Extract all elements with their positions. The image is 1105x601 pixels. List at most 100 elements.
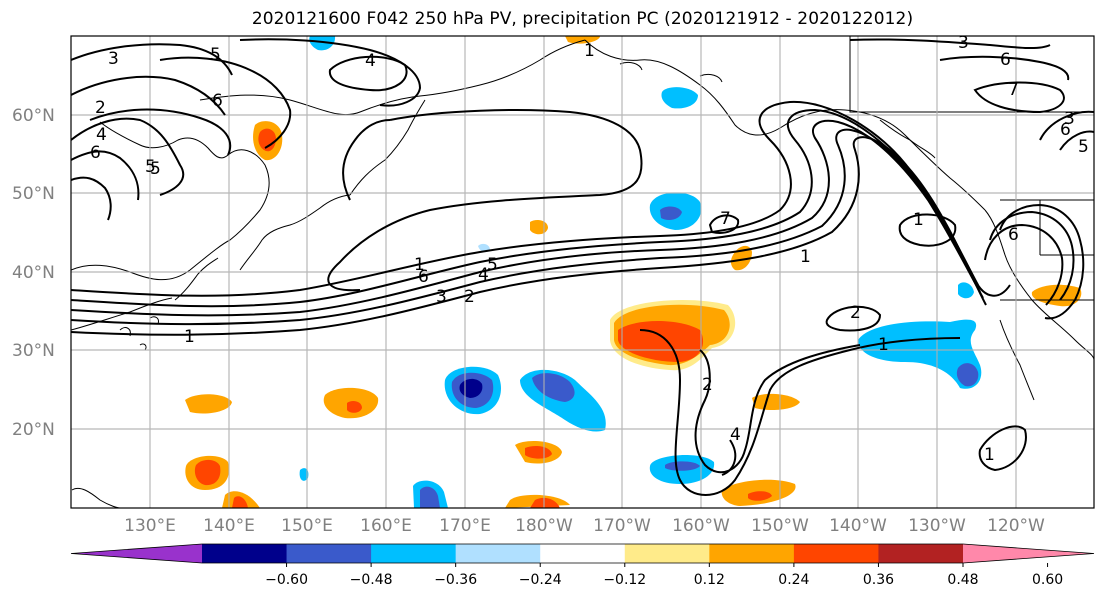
contour-label: 3 (436, 287, 447, 307)
lat-label: 50°N (12, 184, 55, 204)
border-line (849, 36, 1094, 113)
contour-label: 5 (145, 157, 156, 177)
coastline-baja (999, 319, 1035, 401)
pv-contour (159, 56, 292, 149)
pv-contour (327, 109, 643, 292)
colorbar-segment (793, 544, 879, 563)
lon-label: 130°W (908, 516, 966, 536)
pv-contour (89, 108, 232, 156)
colorbar-tick-label: 0.48 (947, 572, 978, 588)
precip-area (299, 468, 309, 481)
precip-area (1031, 284, 1082, 307)
lat-label: 20°N (12, 420, 55, 440)
colorbar-tick-label: 0.12 (694, 572, 725, 588)
coastline-japan (239, 194, 351, 271)
precip-area (525, 446, 552, 459)
colorbar-outline (70, 543, 1095, 564)
precip-area (956, 363, 979, 387)
pv-contour (694, 344, 861, 474)
pv-contours (71, 38, 1094, 496)
precip-area (530, 497, 560, 508)
lon-label: 120°W (987, 516, 1045, 536)
contour-label: 3 (958, 33, 969, 53)
pv-contour (978, 425, 1027, 472)
precip-area (858, 319, 982, 389)
contour-label: 2 (464, 287, 475, 307)
colorbar-segment (624, 544, 710, 563)
precip-area (748, 491, 772, 501)
pv-contour (1039, 110, 1094, 141)
lat-label: 30°N (12, 341, 55, 361)
precip-area (752, 393, 800, 410)
map-panel: 3 5 4 1 2 4 6 5 6 6 5 4 1 6 3 2 1 7 1 2 … (71, 33, 1094, 508)
pv-contour (999, 203, 1085, 320)
precip-area (232, 496, 248, 508)
contour-label: 5 (1078, 137, 1089, 157)
contour-label: 1 (184, 327, 195, 347)
coastline-korea (174, 257, 219, 301)
map-title: 2020121600 F042 250 hPa PV, precipitatio… (251, 9, 914, 29)
pv-contour (984, 223, 1064, 306)
colorbar-tick-label: −0.36 (434, 572, 477, 588)
pv-contour (239, 38, 422, 107)
contour-label: 5 (210, 45, 221, 65)
contour-label: 3 (108, 49, 119, 69)
contour-label: 1 (800, 247, 811, 267)
lon-label: 150°W (751, 516, 809, 536)
lon-label: 170°W (593, 516, 651, 536)
pv-contour (71, 75, 226, 116)
pv-contour (71, 128, 984, 326)
contour-label: 4 (96, 125, 107, 145)
contour-label: 6 (1000, 50, 1011, 70)
contour-label: 6 (1060, 120, 1071, 140)
precip-area (420, 486, 440, 508)
precipitation-shading (185, 36, 1082, 508)
lon-label: 180°W (515, 516, 573, 536)
lon-label: 140°E (203, 516, 255, 536)
colorbar-extension-high (963, 544, 1094, 563)
longitude-labels: 130°E 140°E 150°E 160°E 170°E 180°W 170°… (124, 516, 1045, 536)
lon-label: 150°E (281, 516, 333, 536)
lon-label: 170°E (439, 516, 491, 536)
contour-labels: 3 5 4 1 2 4 6 5 6 6 5 4 1 6 3 2 1 7 1 2 … (90, 33, 1089, 465)
pv-contour (708, 214, 740, 234)
lon-label: 140°W (829, 516, 887, 536)
contour-label: 5 (150, 159, 161, 179)
colorbar-tick-label: −0.24 (519, 572, 562, 588)
precip-area (958, 282, 974, 299)
contour-label: 6 (418, 267, 429, 287)
precip-area (347, 400, 362, 413)
contour-label: 1 (913, 210, 924, 230)
precip-area (660, 206, 682, 220)
pv-contour (973, 81, 1065, 114)
pv-contour (328, 55, 408, 92)
precip-area (185, 394, 232, 414)
contour-label: 4 (365, 51, 376, 71)
pv-contour (71, 176, 112, 221)
pv-contour (639, 329, 961, 496)
colorbar-segment (286, 544, 372, 563)
colorbar-tick-label: 0.24 (778, 572, 809, 588)
contour-label: 1 (584, 41, 595, 61)
coastline-islands (879, 119, 936, 159)
pv-contour (898, 213, 957, 247)
pv-contour (989, 210, 1075, 301)
precip-area (618, 321, 704, 362)
precip-area (565, 36, 600, 44)
colorbar-segment (202, 544, 288, 563)
contour-label: 5 (487, 255, 498, 275)
colorbar-tick-label: −0.60 (265, 572, 308, 588)
colorbar-extension-low (71, 544, 202, 563)
pv-contour (849, 38, 1051, 49)
contour-label: 6 (90, 143, 101, 163)
latitude-labels: 60°N 50°N 40°N 30°N 20°N (12, 106, 55, 440)
contour-label: 6 (212, 91, 223, 111)
coastline-china (71, 297, 173, 331)
precip-area (661, 87, 698, 109)
precip-area (665, 461, 700, 471)
contour-label: 1 (414, 255, 425, 275)
pv-contour (939, 55, 1070, 81)
lon-label: 160°W (672, 516, 730, 536)
contour-label: 4 (478, 265, 489, 285)
